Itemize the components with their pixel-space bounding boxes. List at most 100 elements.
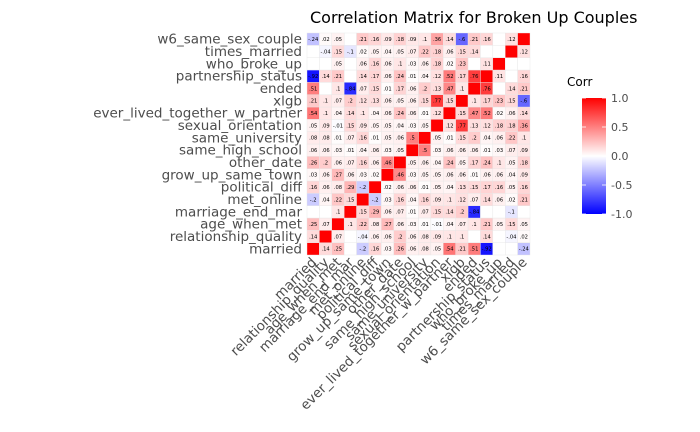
cell-label-ended-same_university: .2 xyxy=(422,86,427,92)
heatmap-cell-same_university-same_university xyxy=(418,131,432,145)
cell-label-age_when_met-ended: .1 xyxy=(472,222,477,228)
cell-label-met_online-grow_up_same_town: .03 xyxy=(383,197,391,203)
legend-tick-label-1: 0.5 xyxy=(611,121,629,134)
cell-label-other_date-political_diff: .06 xyxy=(371,160,379,166)
cell-label-other_date-w6_same_sex_couple: .18 xyxy=(520,160,528,166)
cell-label-who_broke_up-ever_lived_together_w_partner: .02 xyxy=(445,62,453,68)
cell-label-other_date-met_online: .16 xyxy=(359,160,367,166)
cell-label-same_high_school-partnership_status: .01 xyxy=(483,148,491,154)
cell-label-grow_up_same_town-married: .03 xyxy=(309,173,317,179)
cell-label-ever_lived_together_w_partner-who_broke_up: .02 xyxy=(495,111,503,117)
cell-label-grow_up_same_town-who_broke_up: .06 xyxy=(495,173,503,179)
y-label-relationship_quality: relationship_quality xyxy=(170,229,302,245)
cell-label-age_when_met-who_broke_up: .05 xyxy=(495,222,503,228)
cell-label-other_date-sexual_orientation: .04 xyxy=(433,160,442,166)
cell-label-grow_up_same_town-partnership_status: .06 xyxy=(483,173,491,179)
cell-label-w6_same_sex_couple-grow_up_same_town: .09 xyxy=(383,37,391,43)
cell-label-same_high_school-ended: .06 xyxy=(470,148,478,154)
cell-label-xlgb-other_date: .05 xyxy=(396,99,404,105)
cell-label-xlgb-marriage_end_mar: .2 xyxy=(348,99,353,105)
heatmap-cell-marriage_end_mar-w6_same_sex_couple xyxy=(517,205,531,219)
heatmap-cell-political_diff-political_diff xyxy=(368,180,382,194)
cell-label-met_online-w6_same_sex_couple: .21 xyxy=(520,197,528,203)
heatmap-cell-ended-who_broke_up xyxy=(492,82,506,95)
y-label-ended: ended xyxy=(260,81,302,97)
cell-label-who_broke_up-grow_up_same_town: .06 xyxy=(383,62,391,68)
cell-label-ever_lived_together_w_partner-times_married: .06 xyxy=(507,111,515,117)
heatmap-cell-marriage_end_mar-relationship_quality xyxy=(319,205,332,219)
cell-label-sexual_orientation-who_broke_up: .18 xyxy=(495,123,503,129)
cell-label-age_when_met-marriage_end_mar: .1 xyxy=(348,222,353,228)
y-label-partnership_status: partnership_status xyxy=(176,69,302,85)
cell-label-same_high_school-sexual_orientation: .03 xyxy=(433,148,441,154)
cell-label-ever_lived_together_w_partner-met_online: .1 xyxy=(360,111,365,117)
cell-label-other_date-marriage_end_mar: .07 xyxy=(346,160,354,166)
cell-label-partnership_status-ended: .76 xyxy=(470,74,478,80)
legend-ticks: 1.0 0.5 0.0 -0.5 -1.0 xyxy=(582,92,632,221)
cell-label-married-political_diff: .16 xyxy=(371,247,379,253)
cell-label-marriage_end_mar-other_date: .07 xyxy=(396,210,404,216)
cell-label-partnership_status-relationship_quality: .14 xyxy=(321,74,330,80)
cell-label-other_date-age_when_met: .06 xyxy=(334,160,342,166)
legend-tick-label-3: -0.5 xyxy=(611,179,632,192)
cell-label-ended-other_date: .17 xyxy=(396,86,404,92)
cell-label-relationship_quality-other_date: .2 xyxy=(397,234,402,240)
cell-label-xlgb-relationship_quality: .1 xyxy=(323,99,328,105)
cell-label-who_broke_up-sexual_orientation: .18 xyxy=(433,62,441,68)
cell-label-grow_up_same_town-met_online: .03 xyxy=(359,173,367,179)
heatmap-cell-labels: .14 .25 -.2 .16 .03 .26 .06 .08 .05 .54 .21 .51 -.92… xyxy=(308,37,529,253)
cell-label-relationship_quality-partnership_status: .14 xyxy=(483,234,492,240)
cell-label-times_married-marriage_end_mar: -.1 xyxy=(347,49,354,55)
chart-title: Correlation Matrix for Broken Up Couples xyxy=(310,8,637,27)
cell-label-other_date-married: .26 xyxy=(309,160,317,166)
cell-label-times_married-same_high_school: .07 xyxy=(408,49,416,55)
cell-label-partnership_status-who_broke_up: .11 xyxy=(495,74,503,80)
cell-label-marriage_end_mar-grow_up_same_town: .06 xyxy=(383,210,391,216)
cell-label-partnership_status-other_date: .24 xyxy=(396,74,405,80)
cell-label-w6_same_sex_couple-sexual_orientation: .36 xyxy=(433,37,441,43)
cell-label-ended-xlgb: .1 xyxy=(459,86,464,92)
cell-label-other_date-ever_lived_together_w_partner: .24 xyxy=(445,160,454,166)
cell-label-sexual_orientation-age_when_met: -.01 xyxy=(333,123,343,129)
cell-label-who_broke_up-xlgb: .23 xyxy=(458,62,466,68)
heatmap-cell-married-times_married xyxy=(505,242,518,256)
cell-label-political_diff-sexual_orientation: .05 xyxy=(433,185,441,191)
cell-label-who_broke_up-other_date: .1 xyxy=(397,62,402,68)
cell-label-same_high_school-xlgb: .06 xyxy=(458,148,466,154)
cell-label-other_date-relationship_quality: .2 xyxy=(323,160,328,166)
cell-label-married-partnership_status: -.92 xyxy=(482,247,492,253)
cell-label-sexual_orientation-times_married: .18 xyxy=(507,123,515,129)
cell-label-partnership_status-grow_up_same_town: .06 xyxy=(383,74,391,80)
cell-label-partnership_status-age_when_met: .21 xyxy=(334,74,342,80)
cell-label-relationship_quality-met_online: -.04 xyxy=(358,234,369,240)
cell-label-relationship_quality-times_married: -.04 xyxy=(506,234,517,240)
cell-label-married-same_university: .08 xyxy=(421,247,429,253)
cell-label-ever_lived_together_w_partner-married: .54 xyxy=(309,111,318,117)
legend-tick-label-4: -1.0 xyxy=(611,208,632,221)
y-label-times_married: times_married xyxy=(205,44,302,60)
cell-label-married-xlgb: .21 xyxy=(458,247,466,253)
heatmap-cell-partnership_status-partnership_status xyxy=(480,69,494,83)
legend-title: Corr xyxy=(567,75,592,89)
cell-label-ever_lived_together_w_partner-xlgb: .15 xyxy=(458,111,466,117)
cell-label-w6_same_sex_couple-other_date: .18 xyxy=(396,37,404,43)
cell-label-ended-marriage_end_mar: -.84 xyxy=(345,86,356,92)
cell-label-married-other_date: .26 xyxy=(396,247,404,253)
cell-label-same_high_school-met_online: .04 xyxy=(359,148,368,154)
cell-label-partnership_status-xlgb: .17 xyxy=(458,74,466,80)
cell-label-times_married-sexual_orientation: .18 xyxy=(433,49,441,55)
y-label-age_when_met: age_when_met xyxy=(200,217,302,233)
cell-label-w6_same_sex_couple-partnership_status: .16 xyxy=(483,37,491,43)
y-label-grow_up_same_town: grow_up_same_town xyxy=(162,167,302,183)
cell-label-ever_lived_together_w_partner-grow_up_same_town: .06 xyxy=(383,111,391,117)
cell-label-same_high_school-w6_same_sex_couple: .09 xyxy=(520,148,528,154)
x-axis-labels: marriedrelationship_qualityage_when_metm… xyxy=(228,254,531,413)
cell-label-partnership_status-sexual_orientation: .12 xyxy=(433,74,441,80)
cell-label-grow_up_same_town-relationship_quality: .06 xyxy=(321,173,329,179)
cell-label-age_when_met-xlgb: .07 xyxy=(458,222,466,228)
heatmap-cell-grow_up_same_town-grow_up_same_town xyxy=(381,168,394,182)
heatmap-cell-relationship_quality-marriage_end_mar xyxy=(343,230,357,243)
heatmap-cell-w6_same_sex_couple-marriage_end_mar xyxy=(343,32,357,46)
cell-label-other_date-same_university: .06 xyxy=(421,160,429,166)
heatmap-cell-same_high_school-same_high_school xyxy=(405,143,419,157)
